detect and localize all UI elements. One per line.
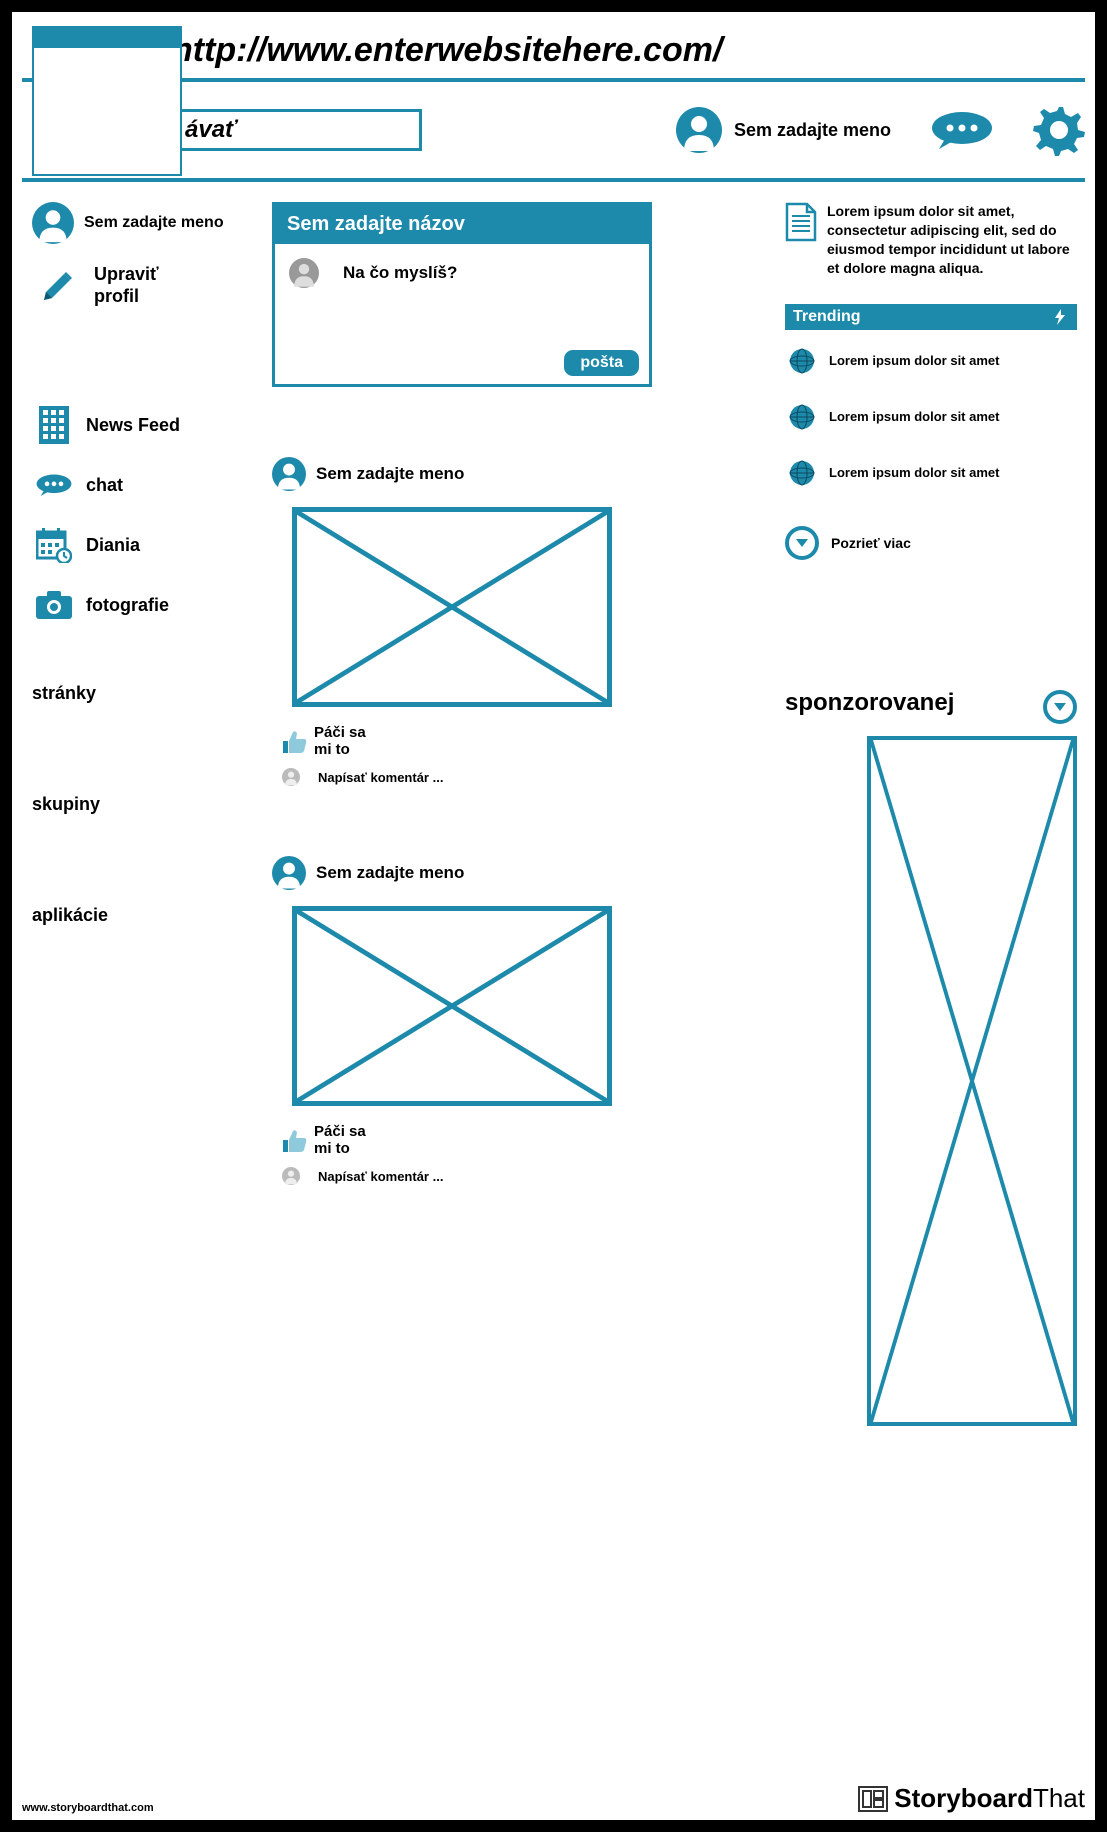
compose-box: Sem zadajte názov Na čo myslíš? pošta <box>272 202 652 387</box>
sidebar-item-newsfeed[interactable]: News Feed <box>32 407 252 443</box>
sidebar-section-groups[interactable]: skupiny <box>32 794 252 815</box>
comment-placeholder: Napísať komentár ... <box>318 1169 443 1184</box>
post-author[interactable]: Sem zadajte meno <box>272 457 652 491</box>
sponsored-placeholder <box>867 736 1077 1426</box>
see-more-label: Pozrieť viac <box>831 535 911 551</box>
compose-body[interactable]: Na čo myslíš? pošta <box>275 244 649 384</box>
gear-icon[interactable] <box>1033 104 1085 156</box>
comment-input[interactable]: Napísať komentár ... <box>282 768 652 786</box>
info-text: Lorem ipsum dolor sit amet, consectetur … <box>827 202 1077 278</box>
sidebar-item-photos[interactable]: fotografie <box>32 587 252 623</box>
globe-icon <box>789 348 815 374</box>
edit-profile-button[interactable]: Upraviť profil <box>32 264 252 307</box>
trend-text: Lorem ipsum dolor sit amet <box>829 353 999 368</box>
sponsored-header: sponzorovanej <box>785 690 1077 724</box>
comment-placeholder: Napísať komentár ... <box>318 770 443 785</box>
chat-icon <box>36 473 72 497</box>
image-placeholder <box>292 507 612 707</box>
page-frame: http://www.enterwebsitehere.com/ ávať Se… <box>0 0 1107 1832</box>
like-label: Páči sa mi to <box>314 725 374 758</box>
url-text: http://www.enterwebsitehere.com/ <box>172 31 722 70</box>
trending-label: Trending <box>793 308 861 326</box>
trend-item[interactable]: Lorem ipsum dolor sit amet <box>785 460 1077 486</box>
footer-url: www.storyboardthat.com <box>22 1802 154 1814</box>
like-button[interactable]: Páči sa mi to <box>282 1124 652 1157</box>
sidebar-username: Sem zadajte meno <box>84 214 224 232</box>
person-icon <box>282 1167 300 1185</box>
right-column: Lorem ipsum dolor sit amet, consectetur … <box>785 202 1085 1426</box>
see-more-button[interactable]: Pozrieť viac <box>785 526 1077 560</box>
chevron-down-icon <box>785 526 819 560</box>
pencil-icon <box>40 268 76 304</box>
sidebar-item-chat[interactable]: chat <box>32 467 252 503</box>
image-placeholder <box>292 906 612 1106</box>
person-icon <box>272 856 306 890</box>
edit-profile-label: Upraviť profil <box>94 264 159 307</box>
logo-placeholder <box>32 26 182 176</box>
thumbs-up-icon <box>282 1128 308 1154</box>
main-area: Sem zadajte meno Upraviť profil <box>22 202 1085 1426</box>
footer: www.storyboardthat.com StoryboardThat <box>12 1777 1095 1820</box>
storyboard-icon <box>858 1786 888 1812</box>
nav-label: chat <box>86 475 123 496</box>
post-author[interactable]: Sem zadajte meno <box>272 856 652 890</box>
sponsored-label: sponzorovanej <box>785 690 965 715</box>
post-author-name: Sem zadajte meno <box>316 464 464 484</box>
post-button[interactable]: pošta <box>564 350 639 376</box>
lightning-icon <box>1051 308 1069 326</box>
like-label: Páči sa mi to <box>314 1124 374 1157</box>
nav-label: fotografie <box>86 595 169 616</box>
building-icon <box>39 406 69 444</box>
post-author-name: Sem zadajte meno <box>316 863 464 883</box>
person-icon <box>282 768 300 786</box>
trend-item[interactable]: Lorem ipsum dolor sit amet <box>785 348 1077 374</box>
footer-brand: StoryboardThat <box>858 1783 1085 1814</box>
comment-input[interactable]: Napísať komentár ... <box>282 1167 652 1185</box>
chevron-down-icon[interactable] <box>1043 690 1077 724</box>
sidebar-item-events[interactable]: Diania <box>32 527 252 563</box>
nav-label: Diania <box>86 535 140 556</box>
person-icon <box>32 202 74 244</box>
sidebar-left: Sem zadajte meno Upraviť profil <box>22 202 252 1426</box>
like-button[interactable]: Páči sa mi to <box>282 725 652 758</box>
camera-icon <box>36 591 72 619</box>
trending-header: Trending <box>785 304 1077 330</box>
trend-text: Lorem ipsum dolor sit amet <box>829 409 999 424</box>
sidebar-user[interactable]: Sem zadajte meno <box>32 202 252 244</box>
trend-text: Lorem ipsum dolor sit amet <box>829 465 999 480</box>
nav-user[interactable]: Sem zadajte meno <box>676 107 891 153</box>
nav-username: Sem zadajte meno <box>734 120 891 141</box>
document-icon <box>785 202 817 242</box>
search-input[interactable]: ávať <box>172 109 422 151</box>
person-icon <box>272 457 306 491</box>
feed-post: Sem zadajte meno Páči sa mi to <box>272 856 652 1185</box>
compose-title: Sem zadajte názov <box>275 205 649 244</box>
person-icon <box>289 258 319 288</box>
feed-post: Sem zadajte meno Páči sa mi to <box>272 457 652 786</box>
calendar-icon <box>36 527 72 563</box>
globe-icon <box>789 404 815 430</box>
trend-item[interactable]: Lorem ipsum dolor sit amet <box>785 404 1077 430</box>
compose-prompt: Na čo myslíš? <box>343 263 457 283</box>
center-column: Sem zadajte názov Na čo myslíš? pošta <box>272 202 652 1426</box>
person-icon <box>676 107 722 153</box>
sidebar-section-apps[interactable]: aplikácie <box>32 905 252 926</box>
sidebar-section-pages[interactable]: stránky <box>32 683 252 704</box>
thumbs-up-icon <box>282 729 308 755</box>
globe-icon <box>789 460 815 486</box>
nav-label: News Feed <box>86 415 180 436</box>
info-block: Lorem ipsum dolor sit amet, consectetur … <box>785 202 1077 278</box>
search-placeholder: ávať <box>185 116 237 144</box>
chat-icon[interactable] <box>931 111 993 149</box>
